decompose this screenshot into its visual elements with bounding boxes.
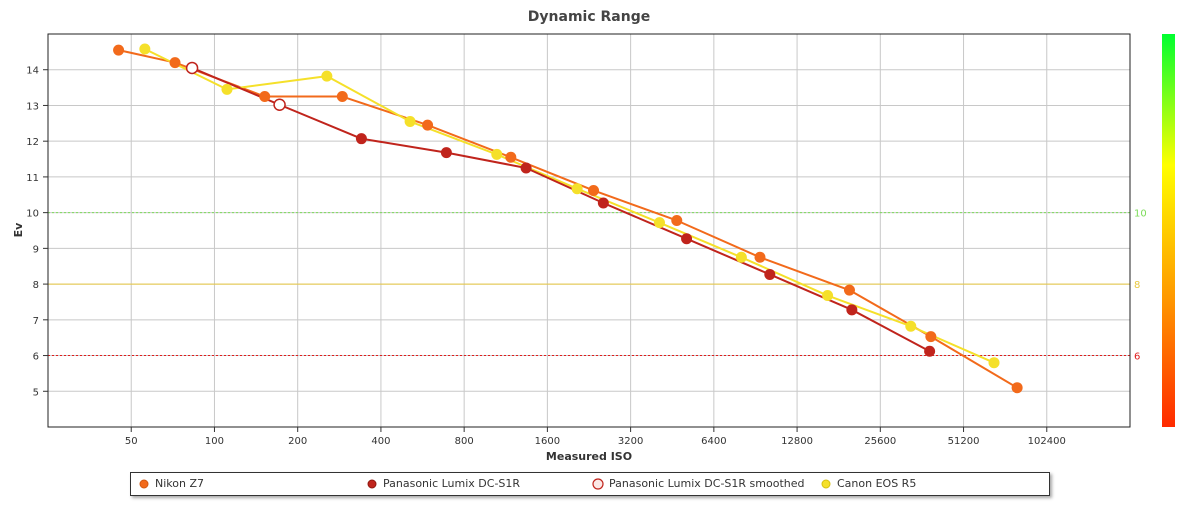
data-point[interactable] xyxy=(764,268,776,280)
y-tick-label: 13 xyxy=(26,101,39,112)
data-point[interactable] xyxy=(185,61,199,75)
y-tick-label: 6 xyxy=(33,352,39,363)
data-point[interactable] xyxy=(139,43,151,55)
data-point[interactable] xyxy=(905,320,917,332)
reference-label-10: 10 xyxy=(1134,209,1147,220)
series-line-0 xyxy=(118,49,1018,389)
x-tick-label: 400 xyxy=(371,436,390,447)
x-tick-label: 50 xyxy=(125,436,138,447)
legend-marker-canon-eos-r5 xyxy=(821,479,831,489)
legend-label: Panasonic Lumix DC-S1R smoothed xyxy=(609,477,805,490)
data-point[interactable] xyxy=(671,214,683,226)
data-point[interactable] xyxy=(1011,382,1023,394)
y-tick-label: 7 xyxy=(33,316,39,327)
data-point[interactable] xyxy=(843,284,855,296)
x-axis-label: Measured ISO xyxy=(546,450,632,463)
x-axis-ticks: 50 100 200 400 800 1600 3200 6400 12800 25600 5120… xyxy=(125,427,1066,447)
x-tick-label: 12800 xyxy=(781,436,813,447)
y-axis-ticks: 5 6 7 8 9 10 11 12 13 14 xyxy=(26,66,48,398)
x-tick-label: 25600 xyxy=(864,436,896,447)
y-axis-label: Ev xyxy=(12,222,25,238)
data-point[interactable] xyxy=(588,184,600,196)
colorbar xyxy=(1162,34,1175,427)
data-point[interactable] xyxy=(520,162,532,174)
reference-label-8: 8 xyxy=(1134,280,1140,291)
legend-label: Nikon Z7 xyxy=(155,477,204,490)
y-tick-label: 5 xyxy=(33,387,39,398)
data-point[interactable] xyxy=(925,331,937,343)
data-point[interactable] xyxy=(822,290,834,302)
reference-lines: 10 8 6 xyxy=(48,209,1147,363)
data-point[interactable] xyxy=(169,57,181,69)
y-tick-label: 11 xyxy=(26,173,39,184)
data-point[interactable] xyxy=(336,91,348,103)
data-point[interactable] xyxy=(846,304,858,316)
data-point[interactable] xyxy=(321,70,333,82)
data-point[interactable] xyxy=(681,233,693,245)
legend-marker-panasonic-s1r xyxy=(367,479,377,489)
data-point[interactable] xyxy=(924,345,936,357)
data-point[interactable] xyxy=(259,91,271,103)
x-tick-label: 800 xyxy=(455,436,474,447)
series-line-1 xyxy=(191,67,931,353)
data-point[interactable] xyxy=(355,133,367,145)
reference-label-6: 6 xyxy=(1134,352,1140,363)
series xyxy=(113,43,1023,394)
data-point[interactable] xyxy=(422,119,434,131)
x-tick-label: 200 xyxy=(288,436,307,447)
data-point[interactable] xyxy=(571,183,583,195)
legend-marker-nikon-z7 xyxy=(139,479,149,489)
data-point[interactable] xyxy=(404,116,416,128)
legend-label: Panasonic Lumix DC-S1R xyxy=(383,477,521,490)
x-tick-label: 102400 xyxy=(1028,436,1066,447)
data-point[interactable] xyxy=(491,148,503,160)
y-tick-label: 10 xyxy=(26,209,39,220)
data-point[interactable] xyxy=(597,197,609,209)
plot-area xyxy=(48,34,1130,427)
x-tick-label: 3200 xyxy=(618,436,643,447)
data-point[interactable] xyxy=(505,151,517,163)
data-point[interactable] xyxy=(113,44,125,56)
y-tick-label: 12 xyxy=(26,137,39,148)
y-tick-label: 8 xyxy=(33,280,39,291)
legend-marker-panasonic-s1r-smoothed xyxy=(592,478,604,490)
legend-label: Canon EOS R5 xyxy=(837,477,917,490)
legend: Nikon Z7 Panasonic Lumix DC-S1R Panasoni… xyxy=(130,472,1050,496)
data-point[interactable] xyxy=(440,147,452,159)
data-point[interactable] xyxy=(735,251,747,263)
x-tick-label: 51200 xyxy=(948,436,980,447)
x-tick-label: 100 xyxy=(205,436,224,447)
y-tick-label: 9 xyxy=(33,244,39,255)
y-tick-label: 14 xyxy=(26,66,39,77)
data-point[interactable] xyxy=(988,357,1000,369)
data-point[interactable] xyxy=(221,83,233,95)
plot-border xyxy=(47,33,1131,428)
data-point[interactable] xyxy=(754,251,766,263)
x-tick-label: 6400 xyxy=(701,436,726,447)
x-tick-label: 1600 xyxy=(535,436,560,447)
data-point[interactable] xyxy=(273,98,286,111)
chart-title: Dynamic Range xyxy=(528,9,650,25)
data-point[interactable] xyxy=(653,217,665,229)
